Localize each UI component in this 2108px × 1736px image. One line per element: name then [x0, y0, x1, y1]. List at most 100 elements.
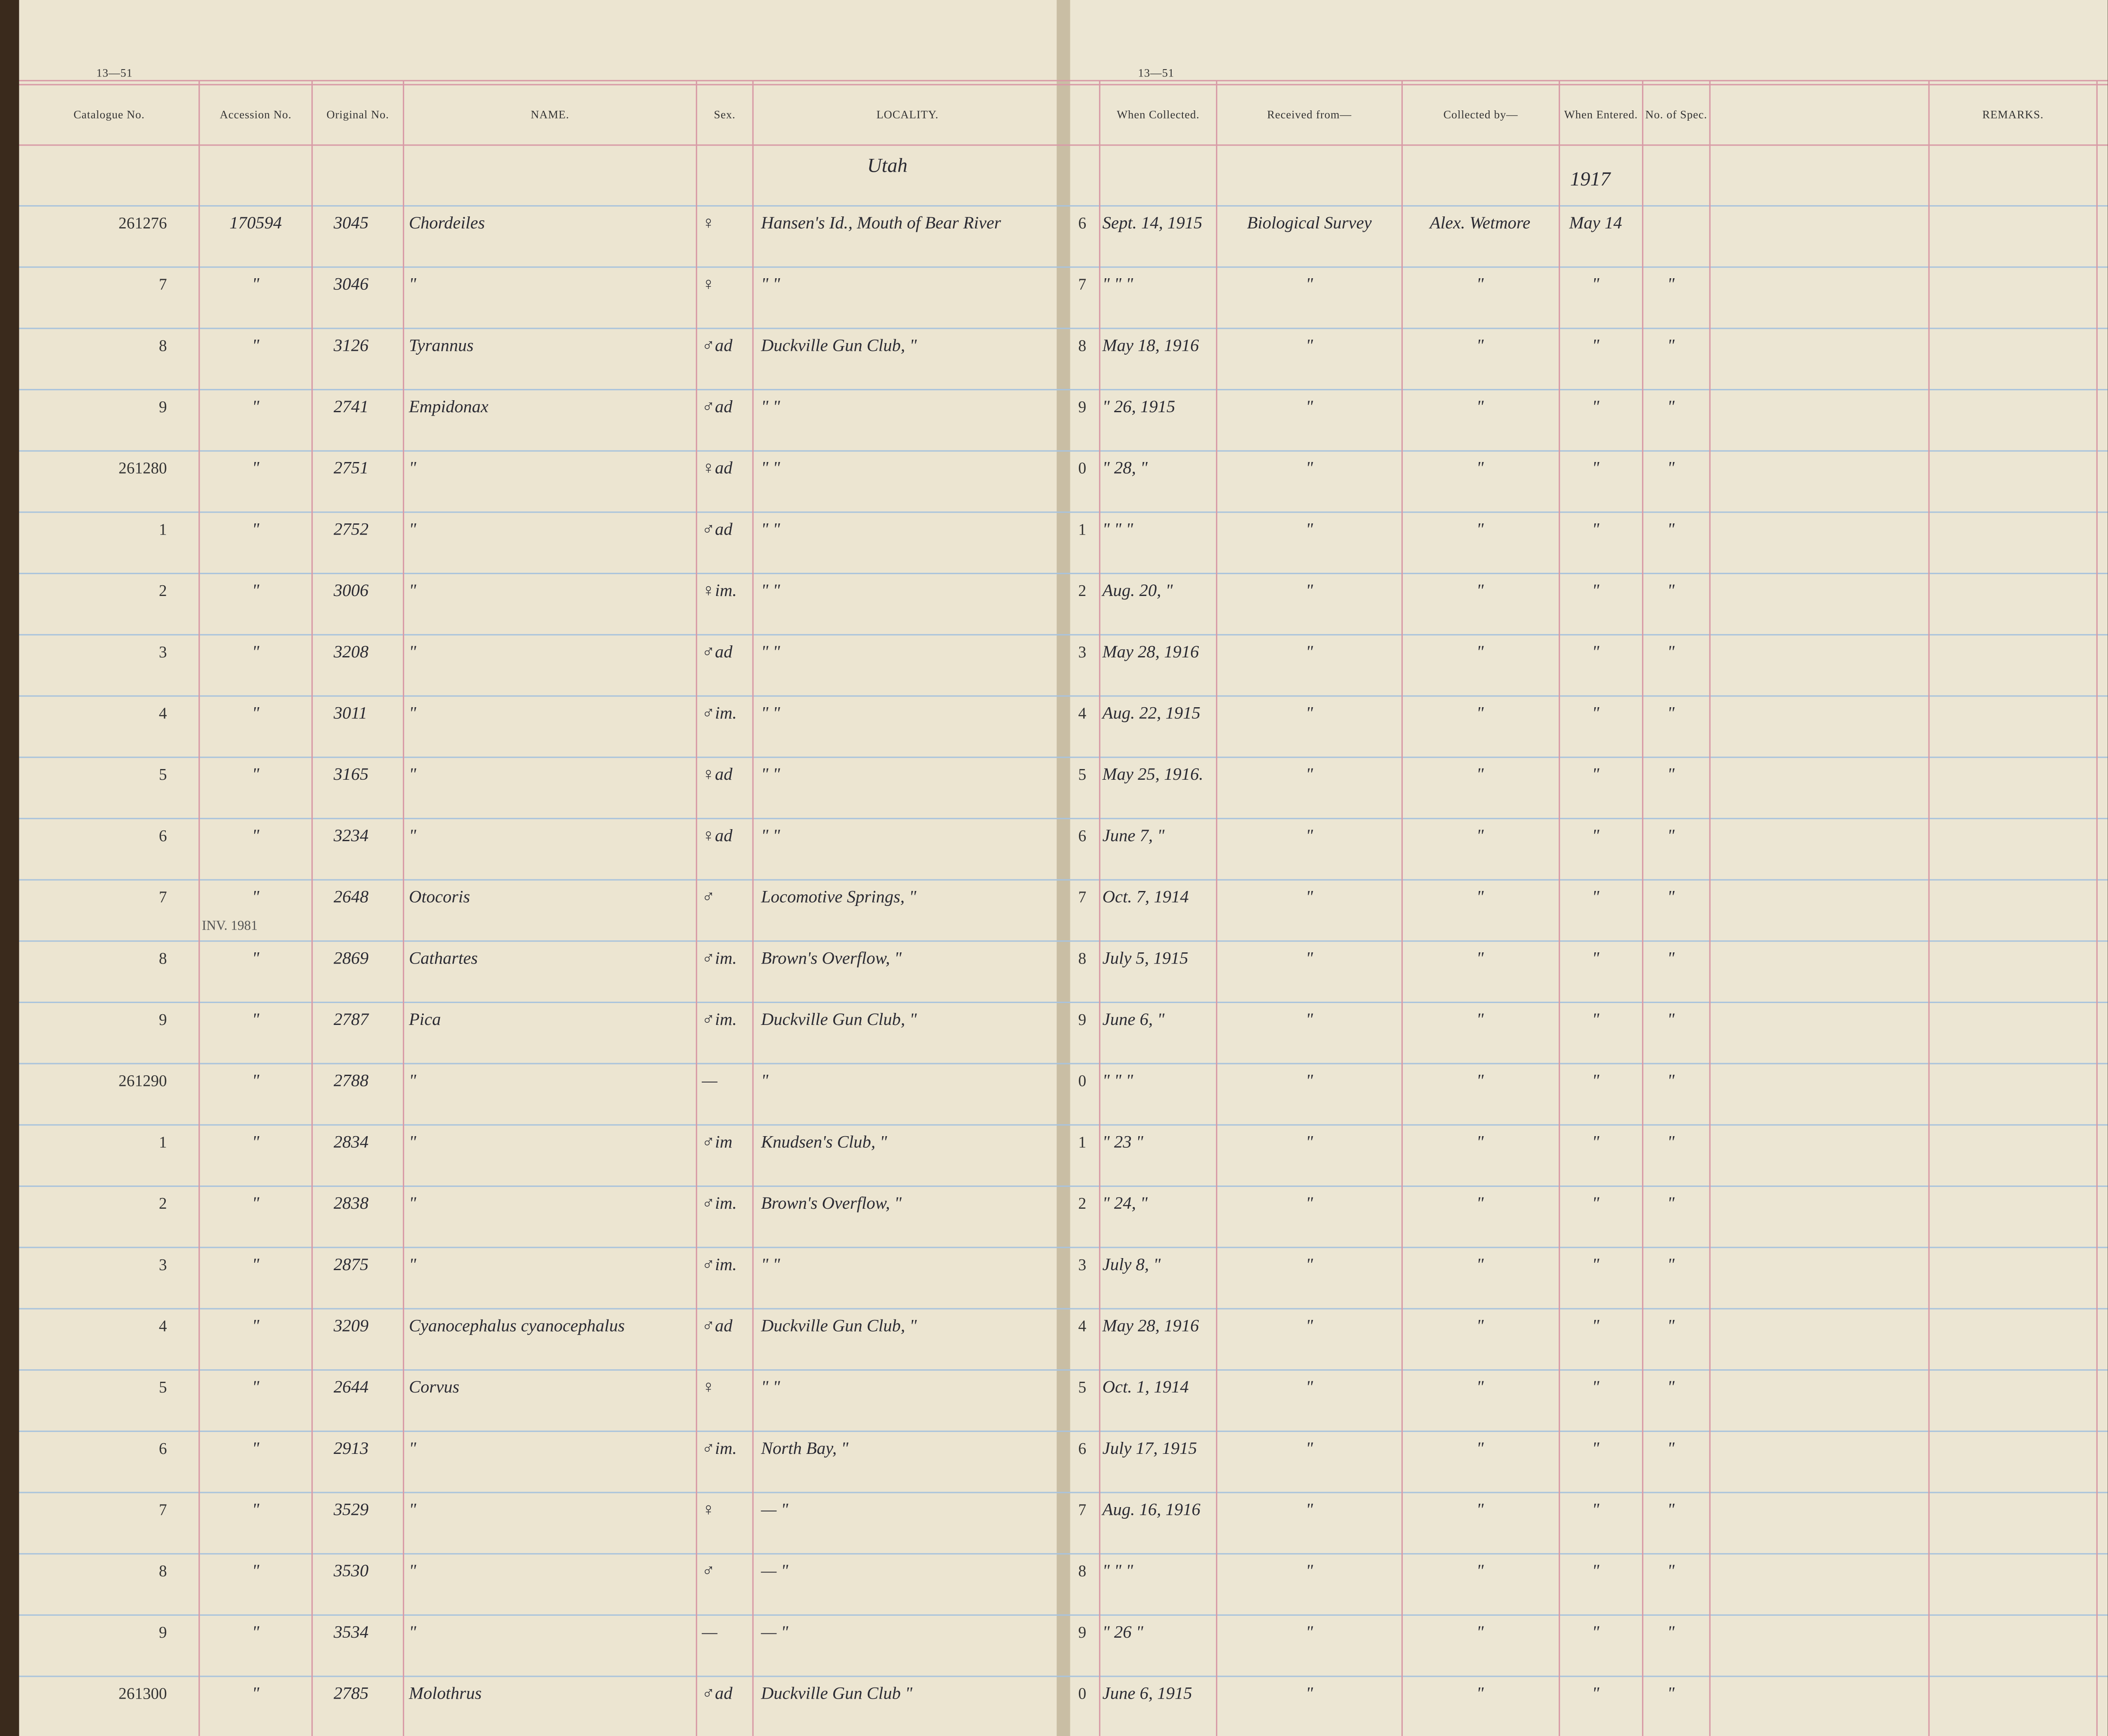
line-no: 7 [1078, 276, 1086, 294]
when-entered: " [1592, 1438, 1600, 1458]
line-no: 6 [1078, 827, 1086, 845]
collected-by: " [1476, 887, 1484, 906]
when-collected: June 6, 1915 [1103, 1684, 1192, 1703]
catalogue-no: 5 [159, 1379, 167, 1396]
catalogue-no: 7 [159, 276, 167, 294]
accession-no: " [252, 1622, 260, 1642]
sex: ♀ad [702, 764, 733, 784]
received-from: " [1306, 1316, 1313, 1335]
no-of-spec: " [1667, 519, 1675, 538]
original-no: 2787 [334, 1009, 369, 1029]
when-collected: Aug. 16, 1916 [1101, 1500, 1201, 1519]
sex: ♂ [702, 887, 715, 906]
accession-no: " [252, 1316, 260, 1335]
collected-by: " [1476, 1132, 1484, 1151]
name: Tyrannus [409, 335, 474, 355]
column-header: When Entered. [1564, 108, 1638, 121]
locality: " " [761, 458, 780, 477]
name: " [409, 1255, 417, 1274]
collected-by: " [1476, 1009, 1484, 1029]
right-page [1065, 0, 2108, 1736]
catalogue-no: 2 [159, 582, 167, 600]
gutter [1057, 0, 1070, 1736]
locality: " " [761, 642, 780, 661]
name: Empidonax [408, 397, 488, 416]
accession-no: " [252, 642, 260, 661]
column-header: Collected by— [1444, 108, 1518, 121]
sex: ♂im. [702, 1193, 737, 1213]
line-no: 4 [1078, 1317, 1086, 1335]
name: Cyanocephalus cyanocephalus [409, 1316, 625, 1335]
line-no: 7 [1078, 1502, 1086, 1519]
catalogue-no: 1 [159, 521, 167, 538]
locality: " [761, 1071, 769, 1090]
received-from: " [1306, 1377, 1313, 1396]
accession-no: " [252, 519, 260, 538]
when-entered: " [1592, 887, 1600, 906]
received-from: " [1306, 1684, 1313, 1703]
name: Otocoris [409, 887, 470, 906]
name: Molothrus [408, 1684, 481, 1703]
original-no: 2869 [334, 948, 369, 967]
sex: ♀im. [702, 581, 737, 600]
no-of-spec: " [1667, 1009, 1675, 1029]
locality: Hansen's Id., Mouth of Bear River [761, 213, 1001, 232]
column-header: Catalogue No. [73, 108, 145, 121]
collected-by: " [1476, 1255, 1484, 1274]
no-of-spec: " [1667, 1132, 1675, 1151]
sex: ♂ [702, 1561, 715, 1580]
accession-no: " [252, 1255, 260, 1274]
locality: " " [761, 581, 780, 600]
when-entered: " [1592, 458, 1600, 477]
entries: Catalogue No. Accession No. Original No. NA… [73, 108, 2043, 1703]
when-collected: May 28, 1916 [1102, 1316, 1199, 1335]
locality: — " [761, 1561, 789, 1580]
collected-by: " [1476, 703, 1484, 723]
collected-by: " [1476, 1500, 1484, 1519]
when-collected: June 6, " [1103, 1009, 1165, 1029]
name: Corvus [409, 1377, 460, 1396]
locality: " " [761, 764, 780, 784]
line-no: 3 [1078, 644, 1086, 661]
catalogue-no: 8 [159, 337, 167, 355]
name: " [409, 1071, 417, 1090]
locality: Locomotive Springs, " [761, 887, 917, 906]
catalogue-no: 2 [159, 1195, 167, 1213]
original-no: 3234 [333, 826, 369, 845]
name: Chordeiles [409, 213, 485, 232]
line-no: 8 [1078, 950, 1086, 967]
received-from: Biological Survey [1247, 213, 1372, 232]
no-of-spec: " [1667, 1193, 1675, 1213]
accession-no: " [252, 1377, 260, 1396]
column-header: Original No. [326, 108, 389, 121]
original-no: 3208 [333, 642, 369, 661]
page-code: 13—51 [1138, 66, 1174, 79]
no-of-spec: " [1667, 1500, 1675, 1519]
accession-no: " [252, 1009, 260, 1029]
when-collected: " 26 " [1103, 1622, 1144, 1642]
original-no: 3165 [333, 764, 369, 784]
catalogue-no: 3 [159, 644, 167, 661]
line-no: 3 [1078, 1256, 1086, 1274]
original-no: 3529 [333, 1500, 369, 1519]
line-no: 6 [1078, 215, 1086, 232]
line-no: 8 [1078, 1563, 1086, 1580]
name: " [409, 764, 417, 784]
catalogue-no: 9 [159, 1011, 167, 1029]
no-of-spec: " [1667, 274, 1675, 294]
when-entered: " [1592, 1009, 1600, 1029]
no-of-spec: " [1667, 581, 1675, 600]
line-no: 9 [1078, 1011, 1086, 1029]
received-from: " [1306, 1009, 1313, 1029]
received-from: " [1306, 458, 1313, 477]
catalogue-no: 7 [159, 1502, 167, 1519]
accession-no: " [252, 335, 260, 355]
when-collected: " 28, " [1103, 458, 1148, 477]
name: " [409, 1622, 417, 1642]
accession-no: " [252, 581, 260, 600]
name: " [409, 458, 417, 477]
collected-by: " [1476, 1438, 1484, 1458]
when-collected: " " " [1103, 519, 1133, 538]
accession-no: " [252, 948, 260, 967]
when-entered: " [1592, 1684, 1600, 1703]
